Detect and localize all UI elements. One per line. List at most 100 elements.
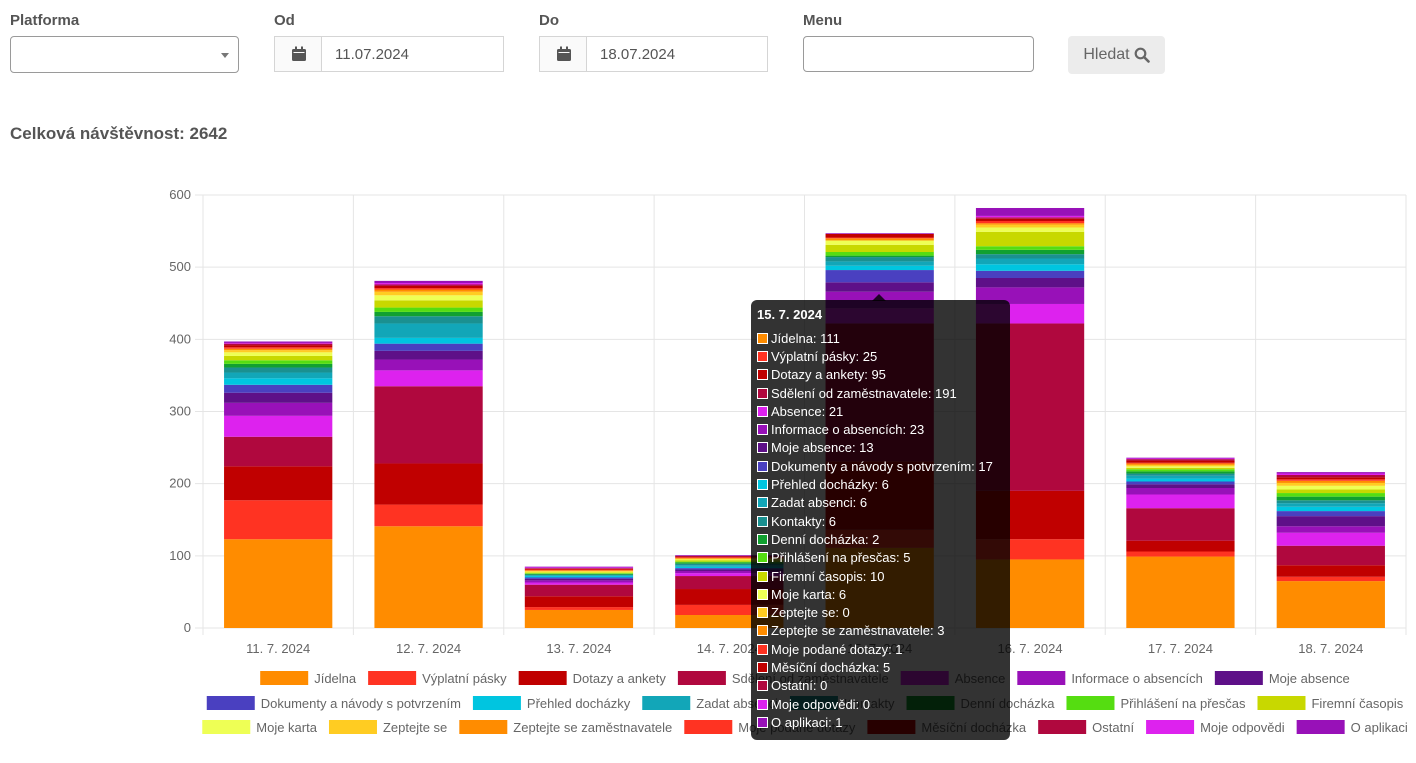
bar-segment xyxy=(1276,482,1385,486)
bar-segment xyxy=(224,378,333,385)
x-tick-label: 13. 7. 2024 xyxy=(546,641,611,656)
bar-segment xyxy=(1276,473,1385,476)
bar-segment xyxy=(675,563,784,566)
bar-segment xyxy=(675,566,784,569)
legend-swatch xyxy=(1038,720,1087,734)
bar-segment xyxy=(224,360,333,364)
bar-segment xyxy=(524,577,634,579)
bar-segment xyxy=(1126,484,1235,488)
bar-segment xyxy=(374,288,483,290)
search-button[interactable]: Hledat xyxy=(1068,36,1165,74)
tooltip-swatch xyxy=(757,680,768,692)
y-tick-label: 500 xyxy=(169,259,191,274)
tooltip-row: Dotazy a ankety: 95 xyxy=(757,366,1004,384)
bar-segment xyxy=(825,270,934,283)
bar-segment xyxy=(374,337,483,344)
bar-segment xyxy=(224,341,333,343)
bar-segment xyxy=(825,244,934,253)
bar-segment xyxy=(675,573,784,577)
bar-segment xyxy=(524,570,634,572)
bar-segment xyxy=(374,526,483,628)
bar-segment xyxy=(1126,473,1235,476)
bar-segment xyxy=(825,233,934,234)
bar-segment xyxy=(1126,508,1235,541)
legend-label: Moje odpovědi xyxy=(1200,720,1285,735)
legend-swatch xyxy=(684,720,733,734)
tooltip-text: Absence: 21 xyxy=(771,403,844,419)
bar-segment xyxy=(524,580,634,583)
tooltip-text: Zeptejte se: 0 xyxy=(771,605,850,621)
bar-segment xyxy=(825,233,934,238)
bar-segment xyxy=(1126,481,1235,485)
tooltip-swatch xyxy=(757,661,768,673)
bar-segment xyxy=(975,231,1085,247)
legend-label: Moje absence xyxy=(1269,671,1350,686)
bar-segment xyxy=(675,559,784,561)
to-date-value: 18.07.2024 xyxy=(600,46,676,63)
to-date-field[interactable]: 18.07.2024 xyxy=(539,36,768,72)
tooltip-row: Informace o absencích: 23 xyxy=(757,420,1004,438)
tooltip-swatch xyxy=(757,424,768,436)
bar-segment xyxy=(1276,576,1385,582)
tooltip-row: Absence: 21 xyxy=(757,402,1004,420)
tooltip-text: Firemní časopis: 10 xyxy=(771,568,885,584)
bar-segment xyxy=(1126,466,1235,468)
bar-segment xyxy=(524,609,634,628)
menu-input[interactable] xyxy=(803,36,1034,72)
tooltip-text: Jídelna: 111 xyxy=(771,330,840,346)
bar-segment xyxy=(524,582,634,585)
legend-label: Přehled docházky xyxy=(527,696,631,711)
calendar-button[interactable] xyxy=(275,37,322,71)
bar-segment xyxy=(374,283,483,285)
x-tick-label: 14. 7. 2024 xyxy=(697,641,762,656)
bar-segment xyxy=(1276,480,1385,483)
bar-segment xyxy=(825,282,934,292)
bar-segment xyxy=(374,289,483,292)
legend-label: Dokumenty a návody s potvrzením xyxy=(261,696,461,711)
tooltip-text: Přihlášení na přesčas: 5 xyxy=(771,550,911,566)
platform-select[interactable] xyxy=(10,36,239,73)
bar-segment xyxy=(675,561,784,563)
from-date-field[interactable]: 11.07.2024 xyxy=(274,36,504,72)
bar-segment xyxy=(1126,467,1235,470)
bar-segment xyxy=(975,215,1085,218)
menu-label: Menu xyxy=(803,12,843,29)
bar-segment xyxy=(374,284,483,286)
bar-segment xyxy=(524,566,634,568)
tooltip-text: Denní docházka: 2 xyxy=(771,531,880,547)
tooltip-row: Měsíční docházka: 5 xyxy=(757,658,1004,676)
tooltip-text: Měsíční docházka: 5 xyxy=(771,659,891,675)
tooltip-row: Dokumenty a návody s potvrzením: 17 xyxy=(757,457,1004,475)
legend-swatch xyxy=(1017,671,1066,685)
tooltip-swatch xyxy=(757,643,768,655)
bar-segment xyxy=(374,285,483,289)
bar-segment xyxy=(675,557,784,558)
to-date-label: Do xyxy=(539,12,559,29)
legend-swatch xyxy=(1257,696,1306,710)
calendar-button[interactable] xyxy=(540,37,587,71)
bar-segment xyxy=(224,342,333,344)
legend-swatch xyxy=(328,720,377,734)
tooltip-text: Zeptejte se zaměstnavatele: 3 xyxy=(771,623,945,639)
bar-segment xyxy=(1126,471,1235,474)
legend-label: Moje karta xyxy=(256,720,317,735)
legend-swatch xyxy=(472,696,521,710)
bar-segment xyxy=(675,568,784,570)
y-tick-label: 0 xyxy=(184,620,191,635)
bar-segment xyxy=(1126,459,1235,461)
calendar-icon xyxy=(557,46,571,61)
bar-segment xyxy=(1126,462,1235,464)
bar-segment xyxy=(524,607,634,610)
bar-segment xyxy=(524,576,634,578)
bar-segment xyxy=(1276,493,1385,497)
tooltip-swatch xyxy=(757,552,768,564)
bar-segment xyxy=(975,220,1085,224)
bar-segment xyxy=(224,402,333,416)
bar-segment xyxy=(675,560,784,562)
bar-segment xyxy=(224,367,333,373)
tooltip-swatch xyxy=(757,716,768,728)
legend-label: Výplatní pásky xyxy=(422,671,507,686)
legend-label: O aplikaci xyxy=(1351,720,1408,735)
bar-segment xyxy=(524,570,634,571)
